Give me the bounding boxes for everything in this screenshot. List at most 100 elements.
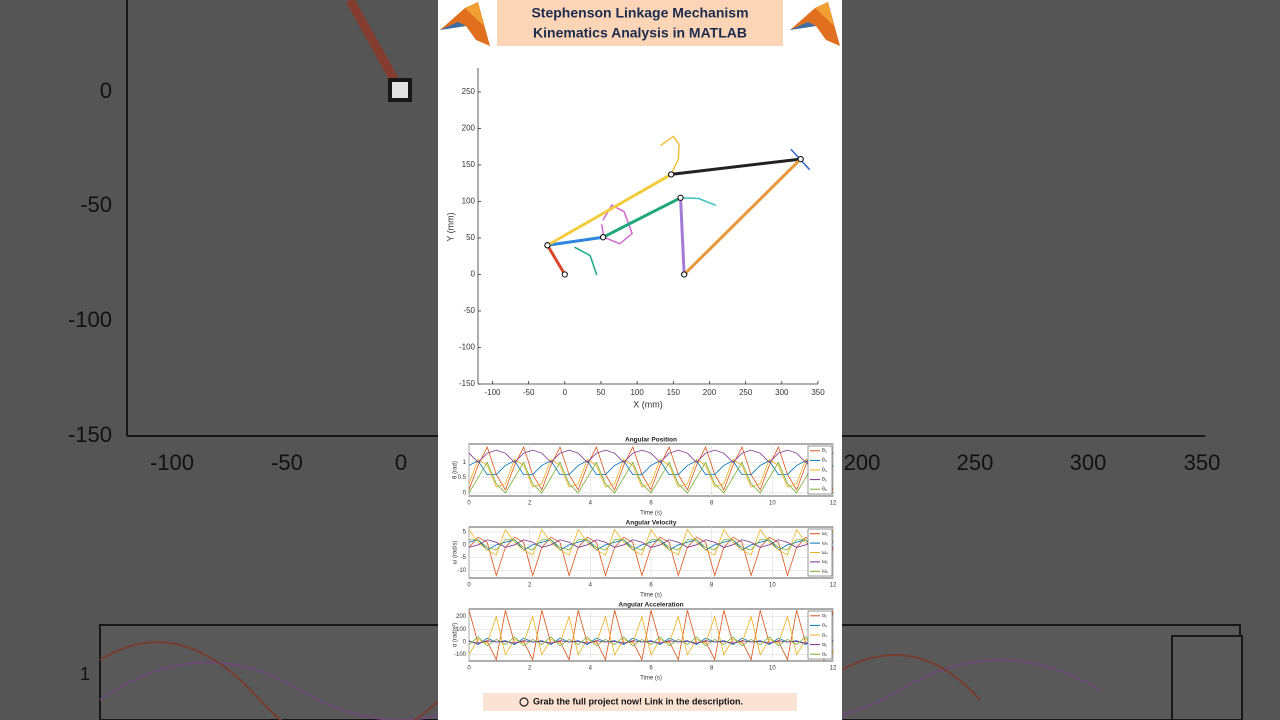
joint bbox=[677, 194, 684, 201]
bg-y-label: 1 bbox=[80, 664, 90, 684]
legend-label: θ₂ bbox=[822, 448, 827, 454]
y-tick-label: 200 bbox=[456, 614, 467, 620]
bg-x-label: 350 bbox=[1184, 450, 1221, 475]
series-line bbox=[545, 172, 673, 247]
x-tick-label: 200 bbox=[703, 388, 717, 397]
bg-x-label: 300 bbox=[1070, 450, 1107, 475]
y-tick-label: 0 bbox=[471, 270, 476, 279]
legend-label: ω₄ bbox=[822, 550, 828, 556]
x-tick-label: 4 bbox=[589, 666, 593, 672]
x-tick-label: 6 bbox=[649, 501, 653, 507]
y-tick-label: -100 bbox=[459, 343, 476, 352]
x-tick-label: 6 bbox=[649, 583, 653, 589]
x-axis-label: X (mm) bbox=[633, 399, 663, 409]
bg-legend bbox=[1171, 635, 1243, 720]
x-tick-label: 10 bbox=[769, 666, 776, 672]
y-tick-label: 1 bbox=[463, 460, 467, 466]
chart-title: Angular Acceleration bbox=[618, 602, 683, 609]
y-tick-label: 250 bbox=[462, 87, 476, 96]
x-tick-label: 2 bbox=[528, 501, 532, 507]
series-line bbox=[469, 458, 833, 488]
bg-joint bbox=[388, 78, 412, 102]
legend-label: θ₅ bbox=[822, 477, 827, 483]
joint bbox=[668, 171, 675, 178]
x-tick-label: 250 bbox=[739, 388, 753, 397]
legend-label: θ₄ bbox=[822, 467, 827, 473]
x-tick-label: -50 bbox=[523, 388, 535, 397]
x-tick-label: 10 bbox=[769, 583, 776, 589]
x-tick-label: 12 bbox=[830, 666, 837, 672]
y-tick-label: 0 bbox=[463, 491, 467, 497]
y-tick-label: 5 bbox=[463, 530, 467, 536]
legend-label: α₅ bbox=[822, 642, 827, 648]
legend-label: ω₆ bbox=[822, 569, 828, 575]
x-tick-label: 10 bbox=[769, 501, 776, 507]
y-tick-label: 150 bbox=[462, 160, 476, 169]
y-tick-label: 0 bbox=[463, 542, 467, 548]
legend-label: ω₃ bbox=[822, 540, 828, 546]
bg-y-label: -50 bbox=[80, 192, 112, 217]
x-tick-label: 150 bbox=[667, 388, 681, 397]
legend-label: α₆ bbox=[822, 652, 827, 658]
bg-x-label: -100 bbox=[150, 450, 194, 475]
series-line bbox=[469, 615, 833, 656]
x-tick-label: 12 bbox=[830, 501, 837, 507]
bg-x-label: 250 bbox=[957, 450, 994, 475]
y-tick-label: 0.5 bbox=[458, 475, 467, 481]
x-tick-label: 0 bbox=[467, 583, 471, 589]
x-tick-label: 4 bbox=[589, 583, 593, 589]
footer-box bbox=[483, 693, 797, 711]
bg-x-label: 0 bbox=[395, 450, 407, 475]
x-tick-label: 0 bbox=[563, 388, 568, 397]
x-tick-label: 300 bbox=[775, 388, 789, 397]
chart: -150 -100 -50 0 50 100 150 200 250 -100 -50 0 50 100 1… bbox=[445, 68, 825, 409]
x-tick-label: 0 bbox=[467, 666, 471, 672]
x-tick-label: 12 bbox=[830, 583, 837, 589]
joint bbox=[600, 234, 607, 241]
x-tick-label: 6 bbox=[649, 666, 653, 672]
joint bbox=[681, 271, 688, 278]
x-tick-label: 50 bbox=[597, 388, 606, 397]
y-axis-label: θ (rad) bbox=[453, 461, 459, 479]
footer-text: Grab the full project now! Link in the d… bbox=[533, 696, 743, 706]
series-line bbox=[574, 246, 598, 276]
center-panel bbox=[438, 0, 842, 720]
bg-x-label: 200 bbox=[844, 450, 881, 475]
series-line bbox=[469, 636, 833, 647]
y-tick-label: -150 bbox=[459, 379, 476, 388]
x-tick-label: 8 bbox=[710, 666, 714, 672]
y-tick-label: 100 bbox=[456, 627, 467, 633]
x-tick-label: 0 bbox=[467, 501, 471, 507]
bg-y-label: -150 bbox=[68, 422, 112, 447]
y-axis-label: α (rad/s²) bbox=[453, 623, 459, 647]
series-line bbox=[469, 539, 833, 551]
chart-title: Angular Position bbox=[625, 437, 677, 444]
y-tick-label: -100 bbox=[454, 652, 467, 658]
series-line bbox=[469, 528, 833, 556]
series-line bbox=[660, 135, 680, 176]
x-tick-label: 4 bbox=[589, 501, 593, 507]
y-tick-label: -50 bbox=[463, 306, 475, 315]
legend-label: ω₅ bbox=[822, 559, 828, 565]
joint bbox=[544, 242, 551, 249]
x-tick-label: 2 bbox=[528, 666, 532, 672]
y-tick-label: 100 bbox=[462, 197, 476, 206]
x-axis-label: Time (s) bbox=[640, 676, 662, 682]
series-line bbox=[545, 235, 605, 247]
legend-label: ω₂ bbox=[822, 531, 828, 537]
series-line bbox=[601, 196, 683, 239]
x-axis-label: Time (s) bbox=[640, 593, 662, 599]
chart: -10 -5 0 5 0 2 4 6 8 10 12 Angular Velocity Time (s)… bbox=[453, 520, 837, 599]
series-line bbox=[469, 539, 833, 548]
legend-label: α₄ bbox=[822, 632, 827, 638]
x-tick-label: 2 bbox=[528, 583, 532, 589]
y-axis-label: ω (rad/s) bbox=[453, 541, 459, 565]
x-axis-label: Time (s) bbox=[640, 511, 662, 517]
legend-label: α₃ bbox=[822, 623, 827, 629]
series-line bbox=[679, 196, 686, 276]
y-tick-label: 50 bbox=[466, 233, 475, 242]
matlab-logo bbox=[790, 2, 840, 46]
x-tick-label: 8 bbox=[710, 501, 714, 507]
